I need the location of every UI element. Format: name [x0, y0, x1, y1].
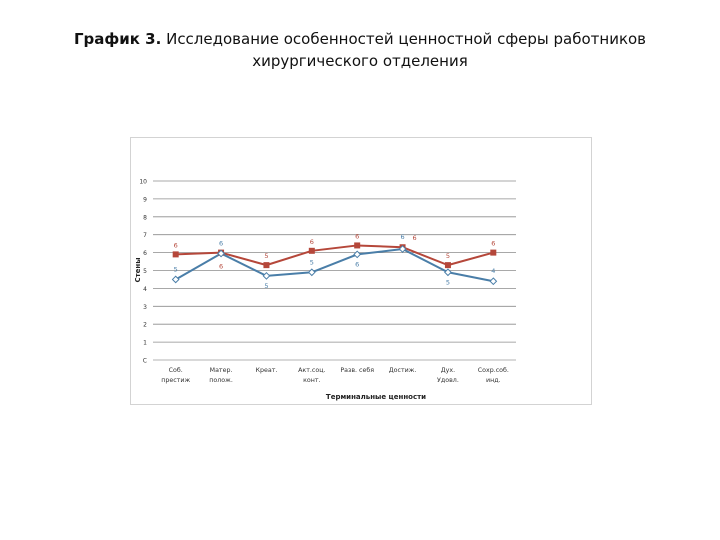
data-point	[489, 277, 498, 286]
data-label: 6	[355, 232, 359, 240]
chart-title: График 3. Исследование особенностей ценн…	[30, 28, 690, 72]
x-tick-label: Удовл.	[437, 377, 459, 384]
chart-frame: C 1 2 3 4 5 6 7 8 9 10 Соб. престиж Матер. полож. Креа…	[130, 137, 592, 405]
data-label: 6	[491, 240, 495, 248]
chart-title-prefix: График 3.	[73, 30, 162, 48]
x-tick-labels: Соб. престиж Матер. полож. Креат. Акт.соц. кон…	[161, 366, 509, 384]
series-line-2	[175, 248, 494, 283]
x-tick-label: Соб.	[169, 366, 183, 374]
x-axis-label: Терминальные ценности	[326, 393, 426, 401]
series-markers	[171, 242, 498, 286]
x-tick-label: Разв. себя	[340, 366, 374, 374]
data-point	[398, 245, 407, 253]
data-label: 4	[491, 267, 495, 275]
data-point	[262, 271, 271, 280]
data-point	[444, 268, 452, 277]
data-point	[490, 249, 497, 256]
data-point	[307, 268, 316, 277]
data-point	[308, 247, 315, 254]
y-tick-label: 8	[143, 214, 147, 221]
data-label: 5	[310, 258, 314, 266]
data-label: 6	[174, 241, 178, 249]
data-label: 5	[446, 278, 450, 286]
data-point	[263, 262, 270, 269]
data-label: 6	[310, 238, 314, 246]
line-chart: C 1 2 3 4 5 6 7 8 9 10 Соб. престиж Матер. полож. Креа…	[134, 179, 516, 401]
gridlines	[153, 180, 516, 361]
chart-title-text: Исследование особенностей ценностной сфе…	[166, 30, 647, 70]
series-lines	[175, 244, 494, 283]
y-tick-label: 1	[143, 340, 147, 347]
y-tick-label: 6	[143, 250, 147, 257]
y-tick-label: 5	[143, 268, 147, 275]
y-tick-label: 9	[143, 196, 147, 203]
x-tick-label: Акт.соц.	[298, 367, 325, 374]
data-point	[171, 275, 180, 284]
data-label: 6	[355, 260, 359, 268]
data-label: 6	[219, 239, 223, 247]
data-point	[444, 262, 451, 269]
y-tick-labels: C 1 2 3 4 5 6 7 8 9 10	[139, 179, 147, 365]
x-tick-label: полож.	[209, 377, 233, 384]
y-tick-label: 7	[143, 232, 147, 239]
y-tick-label: 10	[139, 179, 147, 186]
x-tick-label: Креат.	[256, 367, 278, 374]
data-label: 6	[219, 263, 223, 271]
y-tick-label: C	[143, 358, 147, 365]
series-line-1	[175, 244, 494, 267]
data-label: 5	[446, 252, 450, 260]
y-axis-label: Стены	[134, 257, 142, 282]
y-tick-label: 2	[143, 322, 147, 329]
y-tick-label: 3	[143, 304, 147, 311]
x-tick-label: инд.	[486, 377, 501, 384]
x-tick-label: Дух.	[441, 367, 455, 374]
data-label: 6	[400, 233, 404, 241]
data-label: 5	[264, 282, 268, 290]
y-tick-label: 4	[143, 286, 147, 293]
x-tick-label: Достиж.	[389, 367, 417, 374]
data-label: 5	[264, 252, 268, 260]
x-tick-label: Сохр.соб.	[478, 366, 509, 374]
data-label: 5	[174, 265, 178, 273]
data-label: 6	[412, 234, 416, 242]
data-point	[172, 251, 179, 258]
x-tick-label: конт.	[303, 377, 320, 384]
data-point	[217, 249, 225, 258]
x-tick-label: Матер.	[210, 367, 233, 374]
data-point	[353, 250, 362, 259]
data-point	[354, 242, 361, 249]
x-tick-label: престиж	[161, 377, 190, 384]
